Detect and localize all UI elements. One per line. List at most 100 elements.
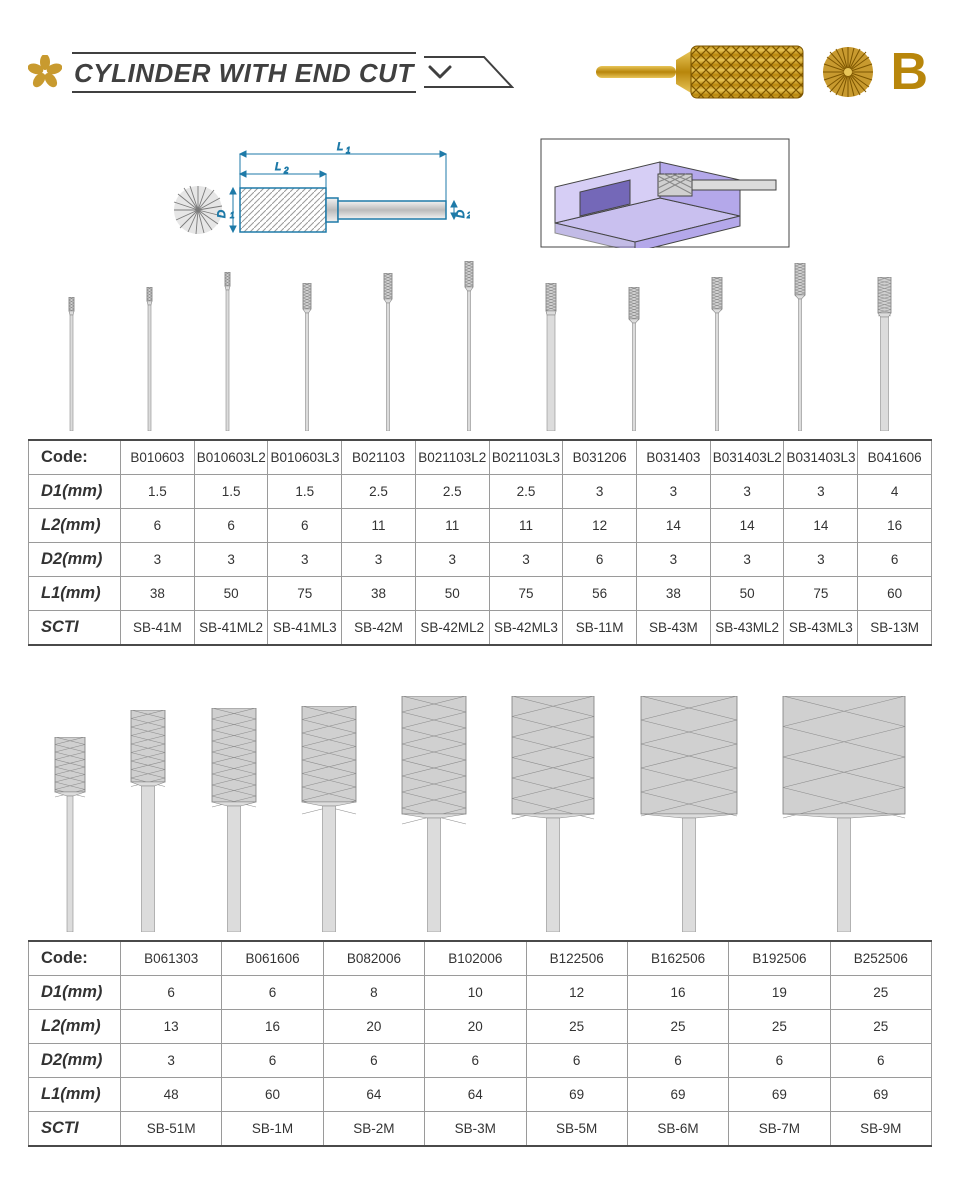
cell-d1-7: 3 (637, 475, 711, 509)
cell-d1-0: 6 (121, 976, 222, 1010)
cell-code-4: B021103L2 (415, 440, 489, 475)
burr-icon (544, 283, 558, 431)
svg-text:2: 2 (466, 211, 470, 220)
technical-drawing: D1 D2 L2 L1 (170, 138, 470, 248)
cell-l1-0: 38 (121, 577, 195, 611)
burr-icon (129, 710, 167, 932)
burr-item (145, 287, 154, 431)
burr-icon (463, 261, 475, 431)
cell-d2-3: 3 (342, 543, 416, 577)
cell-d2-4: 6 (526, 1044, 627, 1078)
svg-text:2: 2 (283, 166, 289, 175)
cell-l1-2: 64 (323, 1078, 424, 1112)
cell-l1-8: 50 (710, 577, 784, 611)
cell-l1-10: 60 (858, 577, 932, 611)
cell-code-0: B061303 (121, 941, 222, 976)
cell-d2-6: 6 (729, 1044, 830, 1078)
cell-code-2: B082006 (323, 941, 424, 976)
spec-table-1: Code:B010603B010603L2B010603L3B021103B02… (28, 439, 932, 646)
cell-d2-0: 3 (121, 543, 195, 577)
cell-l2-2: 6 (268, 509, 342, 543)
cell-l1-4: 69 (526, 1078, 627, 1112)
cell-l2-3: 20 (425, 1010, 526, 1044)
cell-l1-7: 38 (637, 577, 711, 611)
flower-icon (28, 55, 62, 89)
burr-item (400, 696, 468, 932)
gold-endview-icon (822, 46, 874, 98)
cell-code-5: B162506 (627, 941, 728, 976)
cell-l2-3: 11 (342, 509, 416, 543)
burr-icon (300, 706, 358, 932)
cell-code-1: B010603L2 (194, 440, 268, 475)
row-label-scti: SCTI (29, 611, 121, 646)
cell-d2-2: 3 (268, 543, 342, 577)
cell-d1-1: 1.5 (194, 475, 268, 509)
burr-item (627, 287, 641, 431)
cell-d2-8: 3 (710, 543, 784, 577)
cell-d1-2: 8 (323, 976, 424, 1010)
row-label-d1: D1(mm) (29, 976, 121, 1010)
cell-scti-8: SB-43ML2 (710, 611, 784, 646)
cell-scti-6: SB-7M (729, 1112, 830, 1147)
page-title: CYLINDER WITH END CUT (72, 52, 416, 93)
cell-scti-10: SB-13M (858, 611, 932, 646)
cell-code-1: B061606 (222, 941, 323, 976)
cell-scti-1: SB-1M (222, 1112, 323, 1147)
cell-code-7: B031403 (637, 440, 711, 475)
burr-icon (382, 273, 394, 431)
cell-scti-2: SB-2M (323, 1112, 424, 1147)
burr-item (781, 696, 907, 932)
header: CYLINDER WITH END CUT (28, 40, 932, 104)
cell-d1-6: 19 (729, 976, 830, 1010)
cell-d1-3: 2.5 (342, 475, 416, 509)
cell-l2-5: 25 (627, 1010, 728, 1044)
product-row-1 (32, 266, 928, 431)
row-label-d2: D2(mm) (29, 1044, 121, 1078)
cell-scti-5: SB-6M (627, 1112, 728, 1147)
burr-item (793, 263, 807, 431)
cell-d1-6: 3 (563, 475, 637, 509)
burr-item (382, 273, 394, 431)
cell-scti-9: SB-43ML3 (784, 611, 858, 646)
gold-burr-icon (596, 40, 806, 104)
burr-icon (210, 708, 258, 932)
svg-text:L: L (337, 141, 343, 153)
burr-icon (400, 696, 468, 932)
type-letter: B (890, 46, 932, 98)
burr-item (223, 272, 232, 431)
burr-item (463, 261, 475, 431)
cell-d1-1: 6 (222, 976, 323, 1010)
burr-item (53, 737, 87, 932)
cell-d1-0: 1.5 (121, 475, 195, 509)
cell-d1-4: 12 (526, 976, 627, 1010)
burr-item (300, 706, 358, 932)
cell-l2-2: 20 (323, 1010, 424, 1044)
cell-scti-3: SB-3M (425, 1112, 526, 1147)
cell-l2-10: 16 (858, 509, 932, 543)
burr-icon (793, 263, 807, 431)
cell-l2-6: 12 (563, 509, 637, 543)
cell-d2-0: 3 (121, 1044, 222, 1078)
burr-icon (67, 297, 76, 431)
cell-d1-8: 3 (710, 475, 784, 509)
cell-d2-7: 6 (830, 1044, 931, 1078)
cell-code-0: B010603 (121, 440, 195, 475)
title-tail-icon (424, 55, 514, 89)
cell-d2-1: 6 (222, 1044, 323, 1078)
cell-code-10: B041606 (858, 440, 932, 475)
cell-d1-7: 25 (830, 976, 931, 1010)
cell-code-4: B122506 (526, 941, 627, 976)
cell-d2-2: 6 (323, 1044, 424, 1078)
cell-d2-6: 6 (563, 543, 637, 577)
burr-item (210, 708, 258, 932)
svg-text:D: D (216, 210, 228, 218)
cell-d1-3: 10 (425, 976, 526, 1010)
cell-code-5: B021103L3 (489, 440, 563, 475)
cell-l1-1: 60 (222, 1078, 323, 1112)
row-label-l1: L1(mm) (29, 577, 121, 611)
cell-l1-0: 48 (121, 1078, 222, 1112)
cell-scti-1: SB-41ML2 (194, 611, 268, 646)
cell-d2-9: 3 (784, 543, 858, 577)
burr-icon (781, 696, 907, 932)
product-row-2 (32, 682, 928, 932)
